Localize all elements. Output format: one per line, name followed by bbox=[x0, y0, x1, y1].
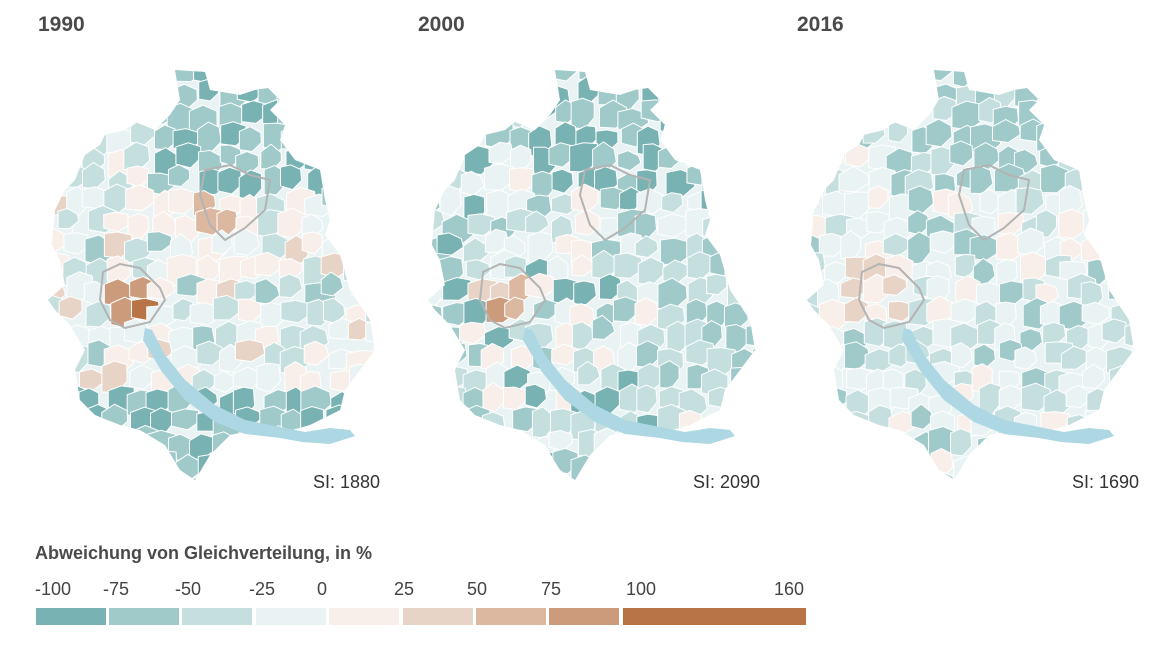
legend-tick: 75 bbox=[540, 579, 562, 599]
segregation-index-label: SI: 1690 bbox=[1071, 472, 1139, 492]
legend-tick: 160 bbox=[773, 579, 805, 599]
legend-tick: 100 bbox=[625, 579, 657, 599]
legend-title: Abweichung von Gleichverteilung, in % bbox=[35, 543, 373, 563]
color-legend: Abweichung von Gleichverteilung, in % -1… bbox=[35, 540, 825, 640]
legend-tick: 0 bbox=[316, 579, 328, 599]
legend-swatch bbox=[623, 608, 806, 625]
legend-tick: -100 bbox=[34, 579, 72, 599]
map-panel-2000: 2000 SI: 2090 bbox=[380, 0, 760, 510]
choropleth-map bbox=[428, 70, 755, 480]
legend-swatch bbox=[182, 608, 252, 625]
legend-swatch bbox=[476, 608, 546, 625]
map-panel-2016: 2016 SI: 1690 bbox=[759, 0, 1139, 510]
choropleth-map bbox=[807, 70, 1134, 480]
legend-swatch bbox=[109, 608, 179, 625]
map-panel-1990: 1990 SI: 1880 bbox=[0, 0, 380, 510]
segregation-index-label: SI: 1880 bbox=[312, 472, 380, 492]
segregation-index-label: SI: 2090 bbox=[692, 472, 760, 492]
legend-tick: -25 bbox=[248, 579, 276, 599]
legend-swatch bbox=[36, 608, 106, 625]
panel-title: 2000 bbox=[418, 13, 465, 36]
legend-swatch bbox=[329, 608, 399, 625]
legend-tick: -50 bbox=[174, 579, 202, 599]
legend-swatch bbox=[549, 608, 619, 625]
legend-swatch bbox=[256, 608, 326, 625]
choropleth-map bbox=[48, 70, 375, 480]
legend-tick: 50 bbox=[466, 579, 488, 599]
legend-tick: 25 bbox=[393, 579, 415, 599]
legend-swatch bbox=[403, 608, 473, 625]
panel-title: 1990 bbox=[38, 13, 85, 36]
panel-title: 2016 bbox=[797, 13, 844, 36]
legend-tick: -75 bbox=[102, 579, 130, 599]
